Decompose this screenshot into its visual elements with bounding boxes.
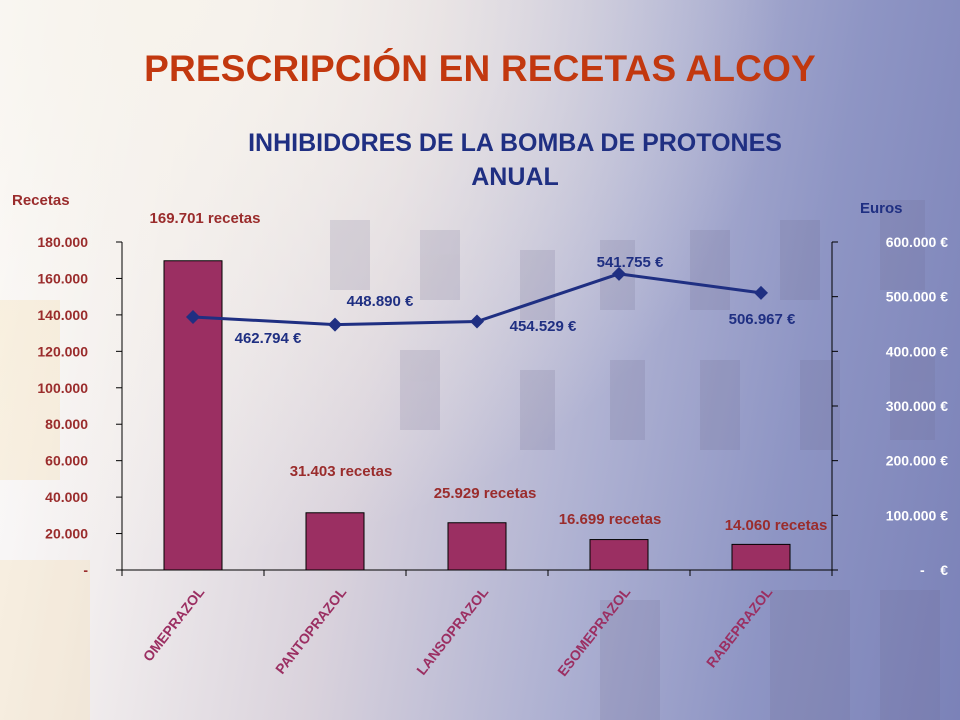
right-axis-tick-label: 100.000 € xyxy=(886,507,948,523)
x-axis-category-label: RABEPRAZOL xyxy=(703,584,776,671)
x-axis-category-label: LANSOPRAZOL xyxy=(413,584,491,678)
bar-omeprazol xyxy=(163,260,223,571)
left-axis-tick-label: 20.000 xyxy=(45,526,88,542)
bar-data-label: 25.929 recetas xyxy=(434,485,537,502)
right-axis-title: Euros xyxy=(860,200,903,217)
left-axis-tick-label: 140.000 xyxy=(37,307,88,323)
left-axis-tick-label: 40.000 xyxy=(45,489,88,505)
bar-pantoprazol xyxy=(305,512,365,571)
euros-data-label: 462.794 € xyxy=(235,330,302,347)
euros-data-label: 454.529 € xyxy=(510,318,577,335)
euros-line-point xyxy=(612,266,626,281)
right-axis-tick-label: 300.000 € xyxy=(886,398,948,414)
left-axis-tick-label: 160.000 xyxy=(37,270,88,286)
euros-line-point xyxy=(328,317,342,332)
bar-rabeprazol xyxy=(731,543,791,571)
bar-lansoprazol xyxy=(447,522,507,571)
right-axis-tick-label: 500.000 € xyxy=(886,289,948,305)
subtitle-line-1: INHIBIDORES DE LA BOMBA DE PROTONES xyxy=(248,129,782,157)
euros-line-point xyxy=(186,310,200,325)
left-axis-tick-label: 180.000 xyxy=(37,234,88,250)
page-title: PRESCRIPCIÓN EN RECETAS ALCOY xyxy=(144,48,816,89)
x-axis-category-label: PANTOPRAZOL xyxy=(272,584,350,677)
left-axis-tick-label: 80.000 xyxy=(45,416,88,432)
right-axis-tick-label: - € xyxy=(920,562,948,578)
euros-data-label: 448.890 € xyxy=(347,293,414,310)
left-axis-tick-label: 120.000 xyxy=(37,343,88,359)
bar-data-label: 16.699 recetas xyxy=(559,511,662,528)
euros-data-label: 506.967 € xyxy=(729,311,796,328)
bar-esomeprazol xyxy=(589,539,649,571)
left-axis-title: Recetas xyxy=(12,192,70,209)
euros-line-point xyxy=(754,285,768,300)
bar-data-label: 169.701 recetas xyxy=(150,210,261,227)
right-axis-tick-label: 400.000 € xyxy=(886,343,948,359)
x-axis-category-label: ESOMEPRAZOL xyxy=(554,584,633,679)
right-axis-tick-label: 600.000 € xyxy=(886,234,948,250)
chart-subtitle: INHIBIDORES DE LA BOMBA DE PROTONES ANUA… xyxy=(150,126,880,194)
subtitle-line-2: ANUAL xyxy=(471,163,559,191)
bar-data-label: 14.060 recetas xyxy=(725,517,828,534)
x-axis-category-label: OMEPRAZOL xyxy=(140,584,208,665)
left-axis-tick-label: 100.000 xyxy=(37,380,88,396)
euros-data-label: 541.755 € xyxy=(597,254,664,271)
bar-data-label: 31.403 recetas xyxy=(290,463,393,480)
left-axis-tick-label: 60.000 xyxy=(45,453,88,469)
left-axis-tick-label: - xyxy=(83,562,88,578)
euros-line-point xyxy=(470,314,484,329)
right-axis-tick-label: 200.000 € xyxy=(886,453,948,469)
